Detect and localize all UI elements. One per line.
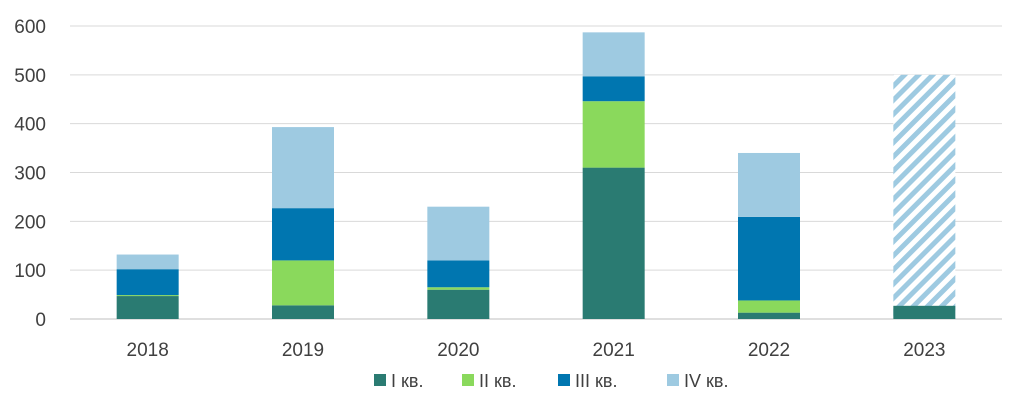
y-tick-label: 400: [14, 115, 46, 136]
bar-2020-s4: [427, 206, 490, 261]
legend-label-4: IV кв.: [684, 371, 728, 391]
bar-2018-s2: [116, 295, 179, 297]
x-tick-label: 2022: [748, 340, 790, 361]
y-tick-label: 300: [14, 164, 46, 185]
bar-2019-s3: [272, 208, 334, 261]
legend-swatch-3: [558, 374, 570, 386]
legend-swatch-2: [462, 374, 474, 386]
bar-2018-s3: [116, 269, 179, 296]
bar-2021-s2: [582, 101, 645, 168]
x-tick-label: 2020: [437, 340, 479, 361]
bar-2023-s1: [893, 305, 956, 319]
legend: I кв. II кв. III кв. IV кв.: [374, 371, 728, 391]
bar-2019-s2: [272, 260, 334, 306]
gridlines: [70, 25, 1002, 320]
x-tick-label: 2023: [903, 340, 945, 361]
bar-2022-s1: [738, 312, 800, 319]
legend-label-1: I кв.: [391, 371, 423, 391]
bar-2022-s4: [738, 152, 800, 217]
x-axis: 2018 2019 2020 2021 2022 2023: [127, 340, 946, 361]
x-tick-label: 2018: [127, 340, 169, 361]
bar-2020-s1: [427, 289, 490, 319]
legend-swatch-1: [374, 374, 386, 386]
bar-2018-s1: [116, 296, 179, 319]
bar-2018-s4: [116, 254, 179, 270]
legend-label-3: III кв.: [575, 371, 617, 391]
bars: [116, 32, 956, 319]
legend-swatch-4: [667, 374, 679, 386]
bar-2021-s3: [582, 76, 645, 102]
x-tick-label: 2021: [593, 340, 635, 361]
y-axis: 0 100 200 300 400 500 600: [14, 17, 46, 331]
y-tick-label: 500: [14, 66, 46, 87]
bar-2020-s3: [427, 260, 490, 288]
x-tick-label: 2019: [282, 340, 324, 361]
y-tick-label: 200: [14, 212, 46, 233]
bar-2021-s1: [582, 167, 645, 319]
bar-2022-s2: [738, 300, 800, 313]
bar-2020-s2: [427, 287, 490, 290]
y-tick-label: 0: [35, 310, 46, 331]
legend-label-2: II кв.: [479, 371, 516, 391]
bar-2021-s4: [582, 32, 645, 77]
y-tick-label: 600: [14, 17, 46, 38]
bar-forecast-2023: [893, 74, 956, 319]
y-tick-label: 100: [14, 261, 46, 282]
bar-2019-s1: [272, 305, 334, 319]
bar-2022-s3: [738, 216, 800, 301]
bar-2019-s4: [272, 127, 334, 209]
